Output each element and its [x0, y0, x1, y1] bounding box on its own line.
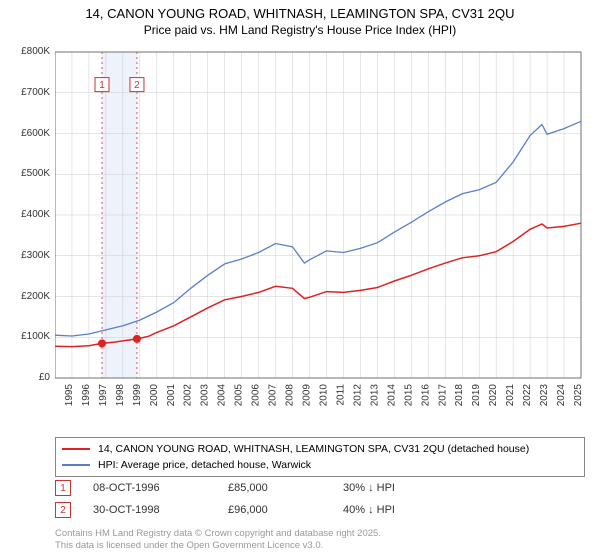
svg-text:2023: 2023: [539, 384, 550, 407]
svg-text:2019: 2019: [471, 384, 482, 407]
legend-box: 14, CANON YOUNG ROAD, WHITNASH, LEAMINGT…: [55, 437, 585, 477]
y-tick-label: £300K: [0, 250, 50, 261]
svg-text:2003: 2003: [200, 384, 211, 407]
chart-title-block: 14, CANON YOUNG ROAD, WHITNASH, LEAMINGT…: [0, 0, 600, 37]
svg-text:2014: 2014: [386, 384, 397, 407]
svg-text:2001: 2001: [166, 384, 177, 407]
footer-attribution: Contains HM Land Registry data © Crown c…: [55, 528, 585, 552]
svg-text:2015: 2015: [403, 384, 414, 407]
legend-row-hpi: HPI: Average price, detached house, Warw…: [62, 457, 578, 473]
svg-text:1995: 1995: [64, 384, 75, 407]
legend-swatch-hpi: [62, 464, 90, 466]
marker-date-2: 30-OCT-1998: [93, 504, 228, 516]
svg-text:1999: 1999: [132, 384, 143, 407]
svg-text:2013: 2013: [369, 384, 380, 407]
svg-text:2004: 2004: [217, 384, 228, 407]
svg-text:2008: 2008: [285, 384, 296, 407]
svg-text:2002: 2002: [183, 384, 194, 407]
marker-badge-1-num: 1: [60, 483, 66, 494]
svg-text:1998: 1998: [115, 384, 126, 407]
svg-text:2011: 2011: [335, 384, 346, 406]
svg-text:2000: 2000: [149, 384, 160, 407]
y-tick-label: £800K: [0, 46, 50, 57]
y-tick-label: £600K: [0, 128, 50, 139]
svg-text:2009: 2009: [302, 384, 313, 407]
marker-price-1: £85,000: [228, 482, 343, 494]
svg-text:1994: 1994: [55, 384, 58, 407]
svg-text:1997: 1997: [98, 384, 109, 407]
svg-text:2020: 2020: [488, 384, 499, 407]
svg-text:2006: 2006: [251, 384, 262, 407]
legend-label-property: 14, CANON YOUNG ROAD, WHITNASH, LEAMINGT…: [98, 443, 529, 455]
chart-title-line1: 14, CANON YOUNG ROAD, WHITNASH, LEAMINGT…: [0, 6, 600, 21]
svg-text:2012: 2012: [352, 384, 363, 407]
marker-price-2: £96,000: [228, 504, 343, 516]
svg-text:2025: 2025: [573, 384, 584, 407]
legend-row-property: 14, CANON YOUNG ROAD, WHITNASH, LEAMINGT…: [62, 441, 578, 457]
svg-text:2024: 2024: [556, 384, 567, 407]
marker-pct-1: 30% ↓ HPI: [343, 482, 395, 494]
svg-text:2005: 2005: [234, 384, 245, 407]
footer-line2: This data is licensed under the Open Gov…: [55, 540, 585, 552]
y-tick-label: £200K: [0, 291, 50, 302]
marker-badge-1: 1: [55, 480, 71, 496]
marker-badge-2-num: 2: [60, 505, 66, 516]
price-chart: 1994 1995 1996 1997 1998 1999 2000 2001 2002 2003…: [55, 48, 585, 418]
svg-text:1996: 1996: [81, 384, 92, 407]
marker-date-1: 08-OCT-1996: [93, 482, 228, 494]
y-tick-label: £700K: [0, 87, 50, 98]
svg-text:2: 2: [134, 80, 140, 91]
footer-line1: Contains HM Land Registry data © Crown c…: [55, 528, 585, 540]
legend-swatch-property: [62, 448, 90, 450]
svg-text:2017: 2017: [437, 384, 448, 407]
svg-text:2018: 2018: [454, 384, 465, 407]
marker-pct-2: 40% ↓ HPI: [343, 504, 395, 516]
y-tick-label: £400K: [0, 209, 50, 220]
svg-text:2010: 2010: [318, 384, 329, 407]
y-tick-label: £500K: [0, 168, 50, 179]
svg-text:2016: 2016: [420, 384, 431, 407]
y-tick-label: £0: [0, 372, 50, 383]
legend-label-hpi: HPI: Average price, detached house, Warw…: [98, 459, 311, 471]
svg-text:2021: 2021: [505, 384, 516, 407]
y-tick-label: £100K: [0, 331, 50, 342]
marker-row-2: 2 30-OCT-1998 £96,000 40% ↓ HPI: [55, 502, 585, 518]
marker-badge-2: 2: [55, 502, 71, 518]
svg-text:2007: 2007: [268, 384, 279, 407]
svg-text:1: 1: [99, 80, 105, 91]
marker-row-1: 1 08-OCT-1996 £85,000 30% ↓ HPI: [55, 480, 585, 496]
svg-text:2022: 2022: [522, 384, 533, 407]
chart-title-line2: Price paid vs. HM Land Registry's House …: [0, 23, 600, 37]
